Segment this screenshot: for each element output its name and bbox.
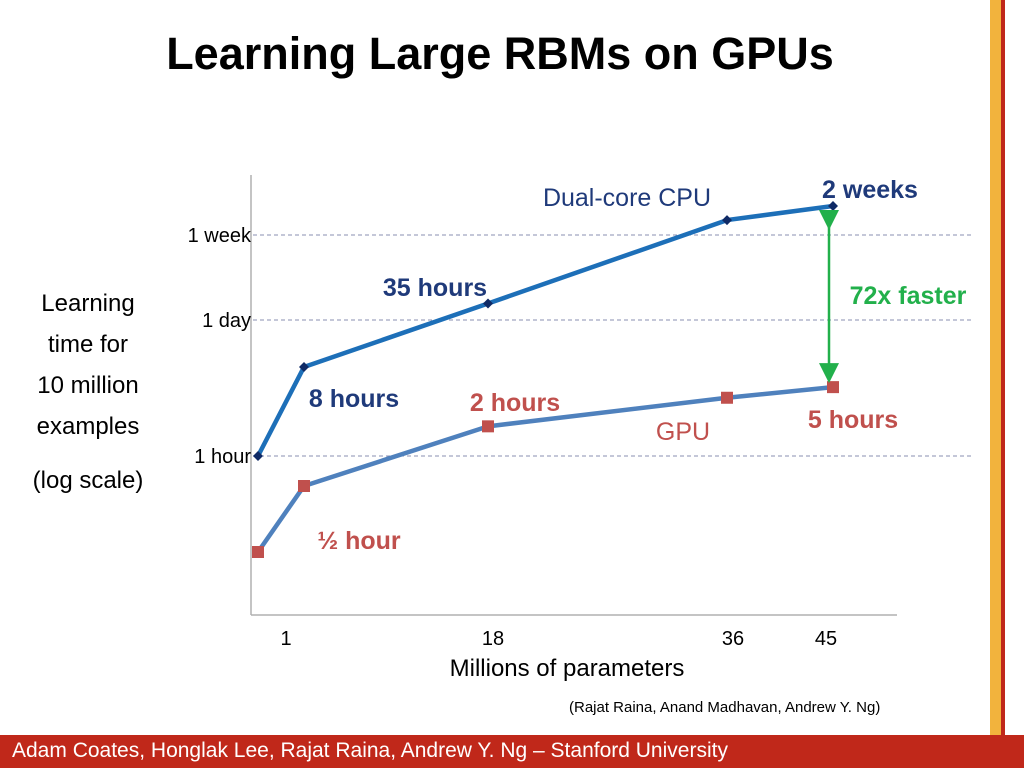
annotation-cpu-35-hours: 35 hours	[383, 274, 487, 302]
x-tick-label: 45	[815, 628, 837, 650]
cpu-data-point	[253, 451, 263, 461]
cpu-data-point	[722, 215, 732, 226]
annotation-speedup: 72x faster	[850, 282, 967, 310]
gpu-data-point	[827, 381, 839, 394]
y-tick-label: 1 hour	[194, 446, 251, 468]
annotation-gpu-2-hours: 2 hours	[470, 389, 560, 417]
gpu-data-point	[721, 391, 733, 404]
y-axis-label-line-4: examples	[36, 413, 140, 440]
accent-bar-red	[1001, 0, 1005, 735]
cpu-data-point	[828, 201, 838, 211]
y-axis-label: Learning time for 10 million examples	[8, 283, 168, 447]
y-tick-label: 1 day	[202, 310, 251, 332]
gpu-data-point	[298, 480, 310, 492]
label-layer: 1 week 1 day 1 hour 1 18 36 45 Millions of para…	[188, 176, 967, 682]
learning-time-chart: 1 week 1 day 1 hour 1 18 36 45 Millions of para…	[188, 175, 972, 682]
y-axis-label-line-3: 10 million	[37, 372, 139, 399]
y-axis-label-line-2: time for	[47, 331, 128, 358]
annotation-cpu-2-weeks: 2 weeks	[822, 176, 918, 204]
x-tick-label: 18	[482, 628, 504, 650]
footer-bar: Adam Coates, Honglak Lee, Rajat Raina, A…	[0, 735, 1024, 768]
cpu-series-label: Dual-core CPU	[543, 184, 711, 212]
accent-bar-orange	[990, 0, 1001, 735]
slide-title: Learning Large RBMs on GPUs	[166, 28, 834, 79]
series-layer	[252, 201, 839, 558]
y-tick-label: 1 week	[188, 225, 252, 247]
cpu-data-point	[299, 362, 309, 373]
citation: (Rajat Raina, Anand Madhavan, Andrew Y. …	[569, 699, 881, 716]
cpu-data-point	[483, 298, 493, 309]
x-axis-title: Millions of parameters	[450, 655, 685, 682]
annotation-gpu-half-hour: ½ hour	[317, 527, 401, 555]
gpu-series-label: GPU	[656, 418, 710, 446]
grid-layer	[253, 234, 972, 457]
gpu-data-point	[252, 546, 264, 558]
gpu-data-point	[482, 420, 494, 433]
footer-credits: Adam Coates, Honglak Lee, Rajat Raina, A…	[12, 739, 728, 762]
x-tick-label: 36	[722, 628, 744, 650]
annotation-gpu-5-hours: 5 hours	[808, 406, 898, 434]
annotation-cpu-8-hours: 8 hours	[309, 385, 399, 413]
y-axis-label-line-1: Learning	[41, 290, 135, 317]
x-tick-label: 1	[280, 628, 291, 650]
y-axis-scale-label: (log scale)	[32, 467, 144, 494]
